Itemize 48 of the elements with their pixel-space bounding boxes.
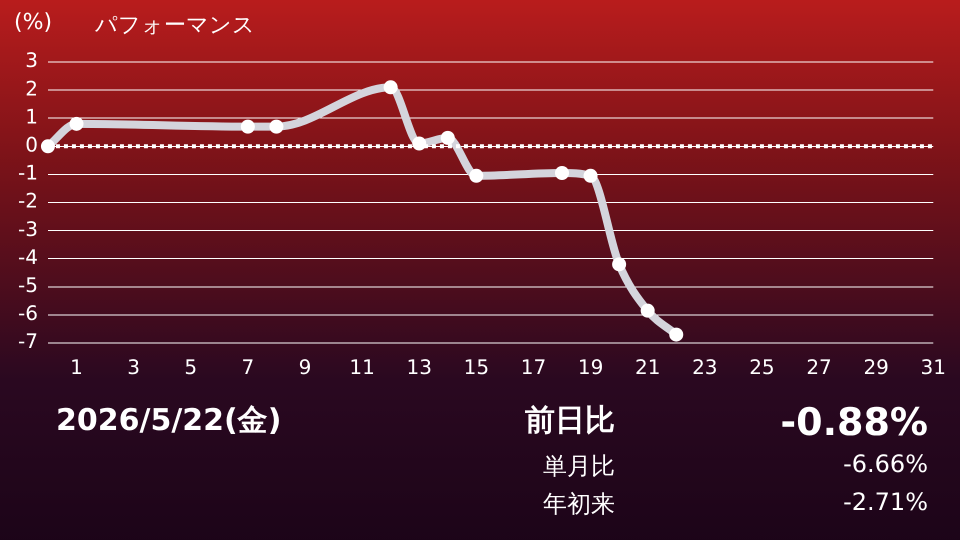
y-tick-label: 2 bbox=[25, 76, 38, 100]
point bbox=[469, 168, 484, 183]
point bbox=[269, 120, 284, 134]
y-tick-label: -2 bbox=[18, 188, 38, 213]
x-tick-label: 29 bbox=[863, 355, 889, 380]
text: 前日比 bbox=[525, 402, 615, 440]
x-tick-label: 27 bbox=[806, 355, 832, 380]
chart-title: パフォーマンス bbox=[95, 12, 255, 40]
x-tick-label: 15 bbox=[464, 355, 490, 380]
point bbox=[669, 328, 684, 342]
point bbox=[40, 139, 55, 154]
x-tick-label: 19 bbox=[578, 355, 604, 380]
y-tick-label: -1 bbox=[18, 160, 38, 185]
text: 2026/5/22(金) bbox=[56, 402, 282, 440]
x-tick-label: 13 bbox=[406, 355, 432, 380]
y-tick-label: -4 bbox=[18, 244, 38, 269]
point bbox=[440, 130, 455, 145]
x-tick-label: 11 bbox=[349, 355, 375, 380]
text: -0.88% bbox=[780, 400, 928, 444]
x-tick-label: 31 bbox=[920, 355, 946, 380]
point bbox=[70, 116, 84, 131]
x-tick-label: 17 bbox=[520, 355, 546, 380]
x-tick-label: 23 bbox=[692, 355, 718, 380]
y-axis-title: (%) bbox=[14, 10, 52, 35]
point bbox=[240, 120, 255, 134]
y-tick-label: 1 bbox=[25, 104, 38, 128]
y-tick-label: -6 bbox=[18, 301, 38, 326]
x-tick-label: 1 bbox=[70, 355, 83, 380]
x-tick-label: 25 bbox=[749, 355, 775, 380]
point bbox=[584, 168, 598, 183]
text: -6.66% bbox=[843, 450, 928, 478]
x-tick-label: 21 bbox=[634, 355, 660, 380]
x-tick-label: 7 bbox=[241, 355, 254, 380]
y-tick-label: 0 bbox=[25, 132, 38, 157]
x-tick-label: 5 bbox=[184, 355, 198, 380]
point bbox=[555, 166, 570, 180]
text: 年初来 bbox=[543, 489, 615, 520]
y-tick-label: 3 bbox=[25, 48, 38, 72]
point bbox=[384, 80, 398, 94]
x-tick-label: 9 bbox=[298, 355, 312, 380]
y-tick-label: -3 bbox=[18, 216, 38, 241]
point bbox=[640, 304, 655, 318]
x-tick-label: 3 bbox=[127, 355, 140, 380]
text: -2.71% bbox=[843, 488, 928, 516]
y-tick-label: -7 bbox=[18, 329, 38, 354]
text: 単月比 bbox=[543, 451, 615, 482]
point bbox=[612, 257, 626, 272]
y-tick-label: -5 bbox=[18, 273, 38, 298]
